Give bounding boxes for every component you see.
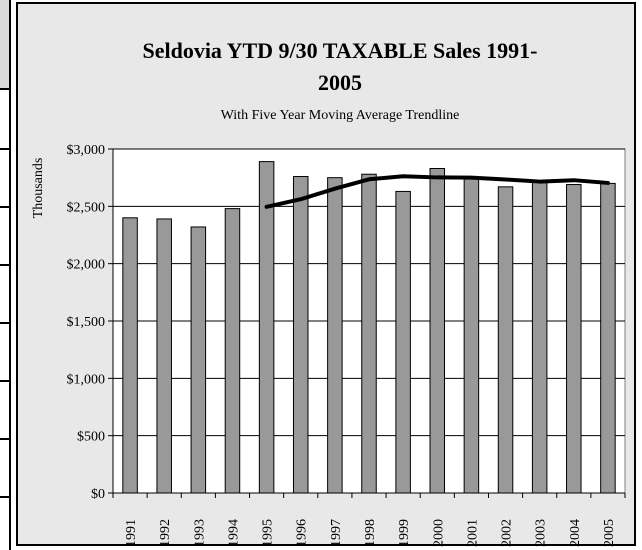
bar bbox=[123, 218, 138, 493]
y-tick-labels: $0 $500 $1,000 $1,500 $2,000 $2,500 $3,000 bbox=[67, 143, 114, 502]
y-axis-label: Thousands bbox=[31, 158, 46, 219]
x-tick-label: 2002 bbox=[500, 519, 515, 547]
bar bbox=[191, 227, 206, 493]
x-tick-label: 1996 bbox=[295, 519, 310, 547]
y-tick-label: $1,500 bbox=[67, 315, 106, 330]
x-tick-label: 1991 bbox=[124, 519, 139, 547]
x-tick-label: 1999 bbox=[397, 519, 412, 547]
x-tick-label: 1995 bbox=[261, 519, 276, 547]
x-tick-label: 2003 bbox=[534, 519, 549, 547]
bar bbox=[362, 174, 377, 493]
x-tick-label: 1998 bbox=[363, 519, 378, 547]
x-tick-label: 2005 bbox=[602, 519, 617, 547]
y-tick-label: $0 bbox=[91, 487, 105, 502]
bar bbox=[293, 177, 308, 493]
y-tick-label: $1,000 bbox=[67, 372, 106, 387]
bar bbox=[225, 209, 240, 493]
x-tick-label: 2000 bbox=[431, 519, 446, 547]
x-tick-label: 1992 bbox=[158, 519, 173, 547]
x-tick-labels: 1991 1992 1993 1994 1995 1996 1997 1998 1999 2000… bbox=[113, 493, 625, 547]
x-tick-label: 2001 bbox=[465, 519, 480, 547]
chart-title-line2: 2005 bbox=[318, 70, 362, 95]
y-tick-label: $2,500 bbox=[67, 200, 106, 215]
y-tick-label: $3,000 bbox=[67, 143, 106, 158]
bar bbox=[601, 183, 616, 493]
bar bbox=[532, 182, 547, 493]
bar bbox=[464, 179, 479, 493]
bar bbox=[567, 185, 582, 493]
bar bbox=[430, 168, 445, 493]
chart-subtitle: With Five Year Moving Average Trendline bbox=[221, 108, 460, 123]
bar bbox=[157, 219, 172, 493]
bar bbox=[259, 162, 274, 493]
x-tick-label: 1994 bbox=[226, 519, 241, 547]
x-tick-label: 1997 bbox=[329, 519, 344, 547]
chart-title-line1: Seldovia YTD 9/30 TAXABLE Sales 1991- bbox=[142, 38, 537, 63]
bar bbox=[396, 191, 411, 493]
bar bbox=[328, 178, 343, 493]
y-tick-label: $2,000 bbox=[67, 258, 106, 273]
x-tick-label: 1993 bbox=[192, 519, 207, 547]
bar bbox=[498, 187, 513, 493]
x-tick-label: 2004 bbox=[568, 519, 583, 547]
y-tick-label: $500 bbox=[77, 430, 105, 445]
